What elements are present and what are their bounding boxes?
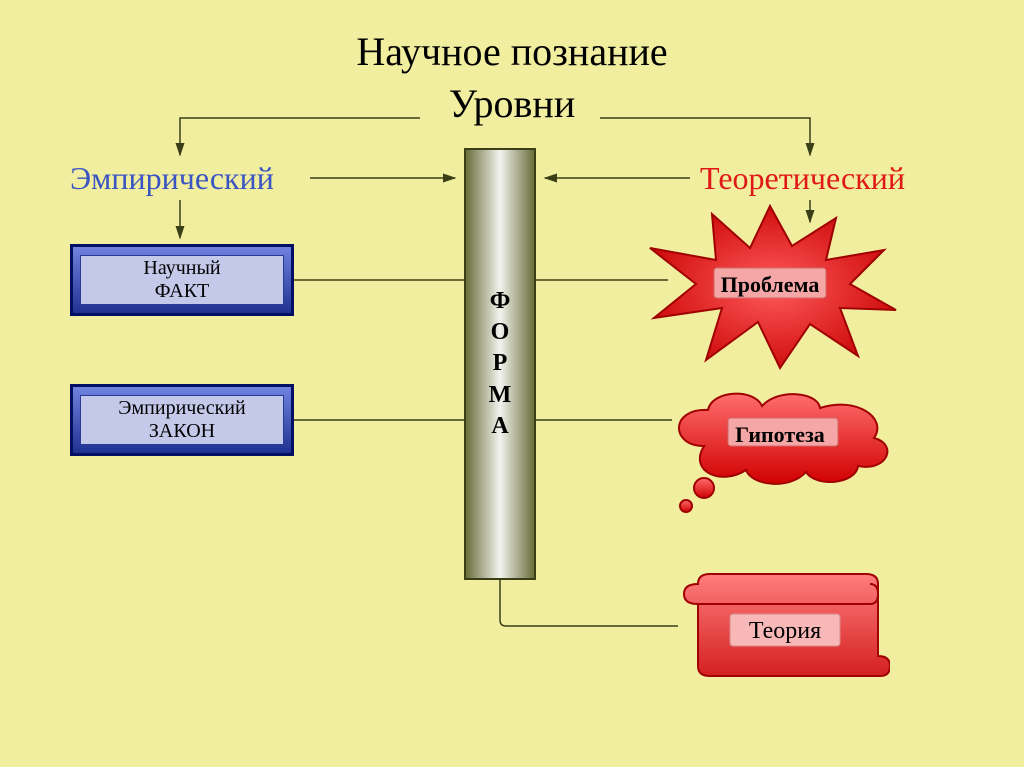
box-scientific-fact: Научный ФАКТ [70, 244, 294, 316]
pillar-letter: М [489, 380, 512, 411]
main-title: Научное познание [0, 28, 1024, 75]
diagram-canvas: Научное познание Уровни Эмпирический Тео… [0, 0, 1024, 767]
left-heading: Эмпирический [70, 160, 274, 197]
box-line2: ЗАКОН [149, 420, 215, 443]
box-line1: Эмпирический [118, 397, 245, 420]
box-empirical-law: Эмпирический ЗАКОН [70, 384, 294, 456]
cloud-hypothesis: Гипотеза [660, 386, 900, 516]
pillar-letter: Ф [490, 286, 511, 317]
pillar-letter: Р [493, 348, 508, 379]
pillar-letter: О [491, 317, 510, 348]
box-line1: Научный [143, 257, 220, 280]
scroll-theory: Теория [680, 570, 890, 680]
center-pillar-form: ФОРМА [464, 148, 536, 580]
cloud-label: Гипотеза [660, 422, 900, 448]
pillar-letter: А [491, 411, 508, 442]
scroll-label: Теория [680, 618, 890, 645]
starburst-label: Проблема [640, 272, 900, 298]
box-line2: ФАКТ [155, 280, 210, 303]
starburst-problem: Проблема [640, 200, 900, 370]
subtitle: Уровни [0, 80, 1024, 127]
right-heading: Теоретический [700, 160, 905, 197]
